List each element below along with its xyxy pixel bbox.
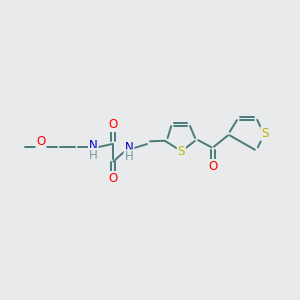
Text: H: H xyxy=(125,150,134,164)
Text: O: O xyxy=(209,160,218,173)
Text: O: O xyxy=(108,172,117,185)
Text: O: O xyxy=(36,135,46,148)
Text: S: S xyxy=(261,127,269,140)
Text: N: N xyxy=(125,140,134,154)
Text: N: N xyxy=(89,139,98,152)
Text: H: H xyxy=(89,149,98,162)
Text: O: O xyxy=(108,118,117,131)
Text: S: S xyxy=(178,145,185,158)
